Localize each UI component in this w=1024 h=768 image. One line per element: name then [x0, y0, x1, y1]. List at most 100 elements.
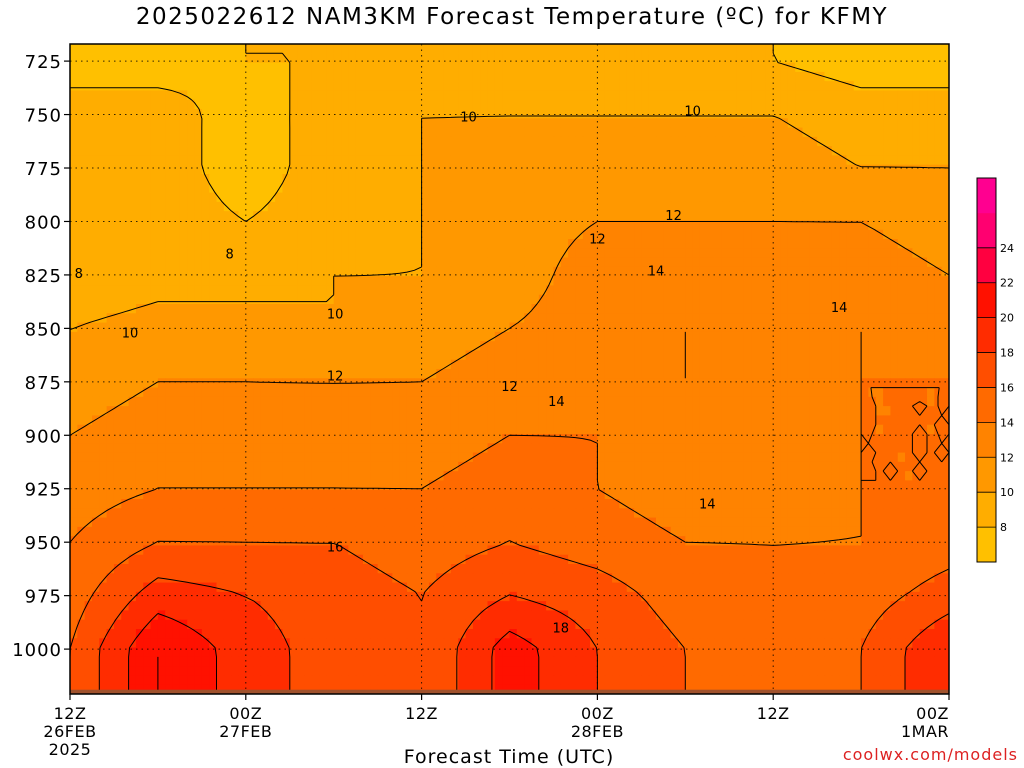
temperature-cell [560, 229, 569, 240]
temperature-cell [414, 257, 423, 268]
temperature-cell [106, 201, 115, 212]
temperature-cell [677, 378, 686, 389]
temperature-cell [538, 201, 547, 212]
temperature-cell [868, 136, 877, 147]
temperature-cell [509, 81, 518, 92]
temperature-cell [736, 81, 745, 92]
temperature-cell [355, 229, 364, 240]
temperature-cell [113, 81, 122, 92]
temperature-cell [670, 239, 679, 249]
temperature-cell [538, 294, 547, 305]
temperature-cell [824, 127, 833, 138]
temperature-cell [656, 99, 664, 110]
temperature-cell [729, 136, 738, 147]
temperature-cell [458, 285, 467, 296]
temperature-cell [223, 211, 232, 222]
temperature-cell [721, 136, 730, 147]
temperature-cell [172, 294, 181, 305]
temperature-cell [341, 406, 349, 417]
temperature-cell [231, 164, 240, 175]
temperature-cell [289, 146, 298, 157]
temperature-cell [597, 313, 606, 324]
temperature-cell [260, 109, 269, 119]
temperature-cell [941, 369, 949, 379]
temperature-cell [267, 127, 276, 138]
temperature-cell [802, 313, 811, 324]
temperature-cell [502, 201, 511, 212]
temperature-cell [817, 350, 826, 361]
temperature-cell [157, 350, 166, 361]
temperature-cell [736, 415, 745, 426]
temperature-cell [758, 90, 767, 101]
temperature-cell [414, 81, 423, 92]
temperature-cell [282, 229, 291, 240]
temperature-cell [868, 276, 877, 287]
temperature-cell [363, 90, 371, 101]
temperature-cell [758, 331, 767, 342]
temperature-cell [450, 350, 459, 361]
temperature-cell [861, 174, 870, 184]
temperature-cell [516, 99, 525, 110]
temperature-cell [238, 220, 247, 231]
temperature-cell [472, 257, 481, 268]
temperature-cell [157, 174, 166, 184]
temperature-cell [714, 285, 723, 296]
temperature-cell [253, 294, 262, 305]
temperature-cell [553, 183, 562, 194]
temperature-cell [326, 81, 335, 92]
temperature-cell [890, 174, 899, 184]
temperature-cell [699, 174, 708, 184]
temperature-cell [846, 387, 855, 398]
temperature-cell [795, 406, 804, 417]
temperature-cell [568, 155, 577, 166]
temperature-cell [897, 146, 906, 157]
temperature-cell [384, 331, 393, 342]
temperature-cell [216, 81, 225, 92]
temperature-cell [685, 192, 694, 203]
temperature-cell [326, 415, 335, 426]
temperature-cell [458, 350, 467, 361]
temperature-cell [253, 136, 262, 147]
temperature-cell [927, 415, 935, 426]
temperature-cell [670, 266, 679, 277]
temperature-cell [99, 44, 108, 54]
temperature-cell [765, 285, 774, 296]
temperature-cell [165, 81, 174, 92]
temperature-cell [487, 341, 496, 352]
temperature-cell [260, 118, 269, 129]
temperature-cell [179, 285, 188, 296]
temperature-cell [267, 146, 276, 157]
temperature-cell [934, 294, 943, 305]
temperature-cell [275, 378, 284, 389]
temperature-cell [165, 276, 174, 287]
temperature-cell [216, 220, 225, 231]
temperature-cell [809, 155, 818, 166]
temperature-cell [546, 99, 555, 110]
temperature-cell [919, 81, 928, 92]
temperature-cell [194, 155, 203, 166]
temperature-cell [209, 276, 218, 287]
temperature-cell [663, 369, 672, 379]
temperature-cell [795, 44, 804, 54]
temperature-cell [721, 192, 730, 203]
temperature-cell [509, 424, 518, 435]
temperature-cell [326, 44, 335, 54]
temperature-cell [428, 415, 437, 426]
temperature-cell [157, 313, 166, 324]
temperature-cell [165, 71, 174, 82]
temperature-cell [597, 164, 606, 175]
temperature-cell [604, 257, 613, 268]
temperature-cell [355, 285, 364, 296]
temperature-cell [941, 229, 949, 240]
temperature-cell [919, 294, 928, 305]
temperature-cell [450, 294, 459, 305]
temperature-cell [392, 127, 401, 138]
temperature-cell [275, 350, 284, 361]
temperature-cell [663, 81, 672, 92]
temperature-cell [428, 229, 437, 240]
temperature-cell [70, 387, 78, 398]
temperature-cell [260, 387, 269, 398]
temperature-cell [619, 285, 628, 296]
temperature-cell [736, 406, 745, 417]
temperature-cell [135, 71, 144, 82]
